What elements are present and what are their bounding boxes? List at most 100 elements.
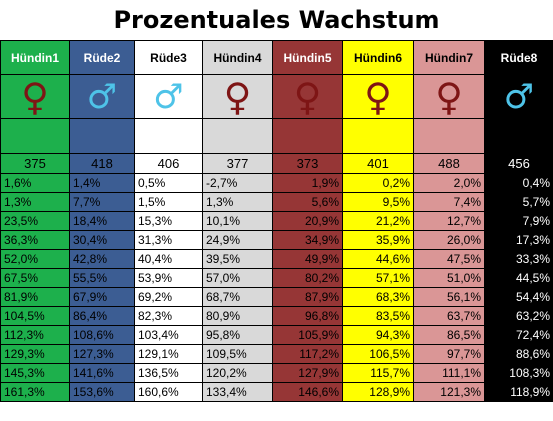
percent-cell: 136,5% xyxy=(134,363,203,383)
female-icon: ♀ xyxy=(435,74,463,119)
blank-row xyxy=(0,118,553,154)
percent-cell: 51,0% xyxy=(413,268,485,288)
symbol-row: ♀ ♂ ♂ ♀ ♀ ♀ ♀ ♂ xyxy=(0,74,553,119)
growth-table: Hündin1 Rüde2 Rüde3 Hündin4 Hündin5 Hündin6 Hü… xyxy=(0,40,553,402)
percent-cell: 127,3% xyxy=(69,344,135,364)
table-row: 129,3% 127,3% 129,1% 109,5% 117,2% 106,5% 97,7… xyxy=(0,344,553,364)
blank-cell xyxy=(413,118,485,154)
percent-cell: 23,5% xyxy=(0,211,70,231)
female-icon: ♀ xyxy=(223,74,252,119)
percent-cell: 83,5% xyxy=(342,306,414,326)
blank-cell xyxy=(342,118,414,154)
percent-cell: 30,4% xyxy=(69,230,135,250)
column-header: Hündin6 xyxy=(342,40,414,75)
percent-cell: 39,5% xyxy=(202,249,273,269)
percent-cell: 54,4% xyxy=(484,287,553,307)
percent-cell: 1,5% xyxy=(134,192,203,212)
percent-cell: 57,1% xyxy=(342,268,414,288)
percent-cell: 56,1% xyxy=(413,287,485,307)
percent-cell: 103,4% xyxy=(134,325,203,345)
percent-cell: 52,0% xyxy=(0,249,70,269)
percent-cell: 1,6% xyxy=(0,173,70,193)
percent-cell: 18,4% xyxy=(69,211,135,231)
percent-cell: 1,3% xyxy=(202,192,273,212)
table-row: 104,5% 86,4% 82,3% 80,9% 96,8% 83,5% 63,7% 63,2… xyxy=(0,306,553,326)
percent-cell: 105,9% xyxy=(272,325,343,345)
percent-cell: 34,9% xyxy=(272,230,343,250)
blank-cell xyxy=(484,118,553,154)
percent-cell: 145,3% xyxy=(0,363,70,383)
percent-cell: 42,8% xyxy=(69,249,135,269)
percent-cell: 49,9% xyxy=(272,249,343,269)
percent-cell: 120,2% xyxy=(202,363,273,383)
percent-cell: 68,3% xyxy=(342,287,414,307)
column-header: Rüde8 xyxy=(484,40,553,75)
percent-cell: 80,9% xyxy=(202,306,273,326)
female-icon: ♀ xyxy=(293,74,322,119)
table-row: 67,5% 55,5% 53,9% 57,0% 80,2% 57,1% 51,0% 44,5% xyxy=(0,268,553,288)
percent-cell: 5,6% xyxy=(272,192,343,212)
percent-cell: 161,3% xyxy=(0,382,70,402)
percent-cell: 12,7% xyxy=(413,211,485,231)
percent-cell: 104,5% xyxy=(0,306,70,326)
percent-cell: 40,4% xyxy=(134,249,203,269)
base-value-cell: 375 xyxy=(0,153,70,174)
percent-cell: -2,7% xyxy=(202,173,273,193)
percent-cell: 9,5% xyxy=(342,192,414,212)
base-value-cell: 418 xyxy=(69,153,135,174)
percent-cell: 7,7% xyxy=(69,192,135,212)
male-icon: ♂ xyxy=(86,76,118,117)
percent-cell: 2,0% xyxy=(413,173,485,193)
base-value-cell: 377 xyxy=(202,153,273,174)
column-header: Rüde3 xyxy=(134,40,203,75)
percent-cell: 5,7% xyxy=(484,192,553,212)
percent-cell: 94,3% xyxy=(342,325,414,345)
percent-cell: 129,3% xyxy=(0,344,70,364)
percent-cell: 17,3% xyxy=(484,230,553,250)
percent-cell: 44,6% xyxy=(342,249,414,269)
symbol-cell: ♀ xyxy=(202,74,273,119)
percent-cell: 127,9% xyxy=(272,363,343,383)
percent-cell: 133,4% xyxy=(202,382,273,402)
male-icon: ♂ xyxy=(153,76,184,117)
percent-cell: 146,6% xyxy=(272,382,343,402)
table-row: 1,6% 1,4% 0,5% -2,7% 1,9% 0,2% 2,0% 0,4% xyxy=(0,173,553,193)
percent-cell: 1,3% xyxy=(0,192,70,212)
percent-cell: 63,2% xyxy=(484,306,553,326)
percent-cell: 117,2% xyxy=(272,344,343,364)
symbol-cell: ♂ xyxy=(69,74,135,119)
table-row: 52,0% 42,8% 40,4% 39,5% 49,9% 44,6% 47,5% 33,3% xyxy=(0,249,553,269)
percent-cell: 53,9% xyxy=(134,268,203,288)
table-row: 23,5% 18,4% 15,3% 10,1% 20,9% 21,2% 12,7% 7,9% xyxy=(0,211,553,231)
symbol-cell: ♀ xyxy=(272,74,343,119)
female-icon: ♀ xyxy=(364,74,392,119)
percent-cell: 67,9% xyxy=(69,287,135,307)
percent-cell: 47,5% xyxy=(413,249,485,269)
column-header: Hündin1 xyxy=(0,40,70,75)
blank-cell xyxy=(202,118,273,154)
symbol-cell: ♀ xyxy=(342,74,414,119)
base-value-row: 375 418 406 377 373 401 488 456 xyxy=(0,153,553,174)
base-value-cell: 406 xyxy=(134,153,203,174)
percent-cell: 82,3% xyxy=(134,306,203,326)
percent-cell: 24,9% xyxy=(202,230,273,250)
percent-cell: 68,7% xyxy=(202,287,273,307)
base-value-cell: 373 xyxy=(272,153,343,174)
percent-cell: 7,4% xyxy=(413,192,485,212)
symbol-cell: ♂ xyxy=(484,74,553,119)
percent-cell: 108,6% xyxy=(69,325,135,345)
table-row: 161,3% 153,6% 160,6% 133,4% 146,6% 128,9% 121,… xyxy=(0,382,553,402)
percent-cell: 35,9% xyxy=(342,230,414,250)
percent-cell: 21,2% xyxy=(342,211,414,231)
blank-cell xyxy=(0,118,70,154)
blank-cell xyxy=(272,118,343,154)
male-icon: ♂ xyxy=(503,76,535,117)
percent-cell: 44,5% xyxy=(484,268,553,288)
symbol-cell: ♀ xyxy=(0,74,70,119)
base-value-cell: 488 xyxy=(413,153,485,174)
page-title: Prozentuales Wachstum xyxy=(113,6,440,34)
column-header: Hündin5 xyxy=(272,40,343,75)
table-row: 36,3% 30,4% 31,3% 24,9% 34,9% 35,9% 26,0% 17,3% xyxy=(0,230,553,250)
percent-cell: 67,5% xyxy=(0,268,70,288)
percent-cell: 55,5% xyxy=(69,268,135,288)
